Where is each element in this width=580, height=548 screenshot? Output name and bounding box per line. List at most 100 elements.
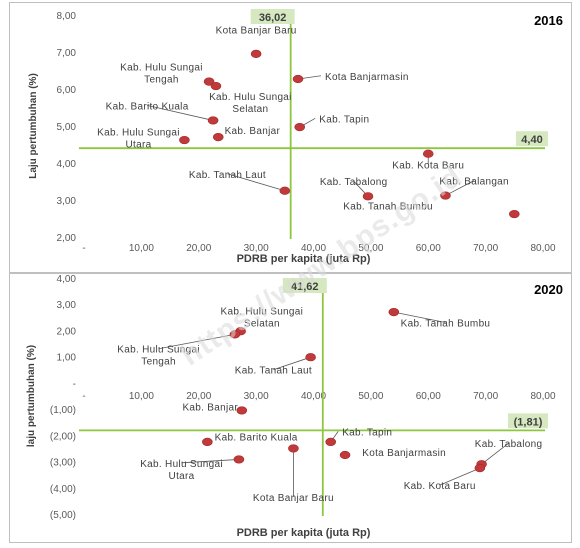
point-label: Tengah [144,75,179,86]
x-tick-label: - [82,243,85,254]
hline-label-box [516,131,548,147]
point-label: Kab. Tapin [319,114,369,125]
data-point [207,116,219,125]
data-point [229,330,241,339]
point-label: Kab. Hulu Sungai [120,63,203,74]
point-label: Selatan [232,104,268,115]
x-tick-label: 10,00 [129,391,154,402]
y-tick-label: 8,00 [57,11,77,22]
vline-label-box [250,9,295,24]
y-tick-label: 4,00 [57,274,77,285]
x-tick-label: 20,00 [186,243,211,254]
x-axis-title: PDRB per kapita (juta Rp) [237,527,371,539]
leader-line [227,173,285,192]
point-label: Kab. Tapin [342,427,392,438]
point-label: Tengah [141,357,176,368]
data-point [440,191,451,200]
y-tick-label: 1,00 [57,353,77,364]
y-tick-label: (4,00) [50,484,76,495]
point-label: Kab. Tabalong [320,177,388,188]
data-point [203,77,215,86]
y-tick-label: (5,00) [50,510,76,521]
x-tick-label: 10,00 [129,243,154,254]
x-tick-label: - [82,391,85,402]
leader-line [273,356,311,371]
vline-label: 36,02 [259,12,287,24]
data-point [305,353,316,362]
y-axis-title: Laju pertumbuhan (%) [28,73,39,179]
chart-panel-2016: 2,00 3,00 4,00 5,00 6,00 7,00 8,00 - 10,00 20,00 3… [9,2,572,273]
point-label: Kab. Barito Kuala [106,101,189,112]
y-tick-label: 4,00 [57,159,77,170]
y-tick-label: 7,00 [57,48,77,59]
data-point [422,149,434,158]
leader-line [481,442,509,465]
hline-label: (1,81) [514,416,543,428]
leader-line [439,467,481,486]
y-tick-label: 3,00 [57,300,77,311]
point-label: Kab. Kota Baru [392,161,464,172]
point-label: Kab. Balangan [439,176,509,187]
hline-label: 4,40 [521,134,542,146]
x-tick-label: 40,00 [301,391,326,402]
point-label: Kab. Hulu Sungai [117,345,200,356]
x-tick-label: 40,00 [301,243,326,254]
scatter-chart-2020: (5,00)(4,00)(3,00)(2,00)(1,00)-1,002,003… [26,274,563,539]
point-label: Kab. Barito Kuala [215,433,298,444]
year-label: 2016 [534,13,563,28]
vline-label: 41,62 [291,281,319,293]
y-tick-label: 2,00 [57,233,77,244]
year-label: 2020 [534,282,563,297]
point-label: Kab. Kota Baru [404,481,476,492]
point-label: Kab. Banjar [225,126,281,137]
point-label: Kota Banjar Baru [216,26,297,37]
data-point [339,450,351,460]
point-label: Kab. Hulu Sungai [97,127,180,138]
point-label: Kab. Tanah Bumbu [343,201,433,212]
x-tick-label: 70,00 [473,243,498,254]
point-label: Kab. Hulu Sungai [140,459,223,470]
data-point [212,133,224,142]
point-label: Kab. Tabalong [475,439,543,450]
y-tick-label: - [73,379,76,390]
vline-label-box [282,278,327,293]
leader-line [147,104,214,121]
y-tick-label: (2,00) [50,431,76,442]
leader-line [393,311,446,323]
leader-line [445,180,475,196]
leader-line [181,459,239,464]
x-tick-label: 50,00 [358,243,383,254]
point-label: Kota Banjarmasin [362,448,446,459]
data-point [179,135,190,145]
x-tick-label: 60,00 [416,243,441,254]
data-point [279,186,291,195]
point-label: Kab. Tanah Laut [235,366,312,377]
point-label: Selatan [244,319,280,330]
x-tick-label: 30,00 [244,391,269,402]
data-point [362,192,374,201]
point-label: Kab. Hulu Sungai [209,92,292,103]
x-tick-label: 70,00 [473,391,498,402]
data-point [292,74,304,84]
x-tick-label: 80,00 [530,391,555,402]
point-label: Kota Banjarmasin [325,72,409,83]
data-point [288,444,299,453]
data-point [325,437,337,446]
chart-panel-2020: (5,00) (4,00) (3,00) (2,00) (1,00) -1,00 2,00 3… [9,273,572,543]
point-label: Utara [126,139,152,150]
y-tick-label: (3,00) [50,458,76,469]
data-point [210,81,222,91]
point-label: Utara [169,471,195,482]
data-point [509,209,520,219]
y-tick-label: 3,00 [57,196,77,207]
data-point [388,307,400,317]
point-label: Kab. Tanah Laut [189,170,266,181]
y-tick-label: 2,00 [57,326,77,337]
data-point [250,49,262,58]
data-point [236,406,248,415]
data-point [233,455,245,464]
y-tick-label: 6,00 [57,85,77,96]
y-tick-label: (1,00) [50,405,76,416]
x-tick-label: 50,00 [358,391,383,402]
hline-label-box [508,413,548,429]
